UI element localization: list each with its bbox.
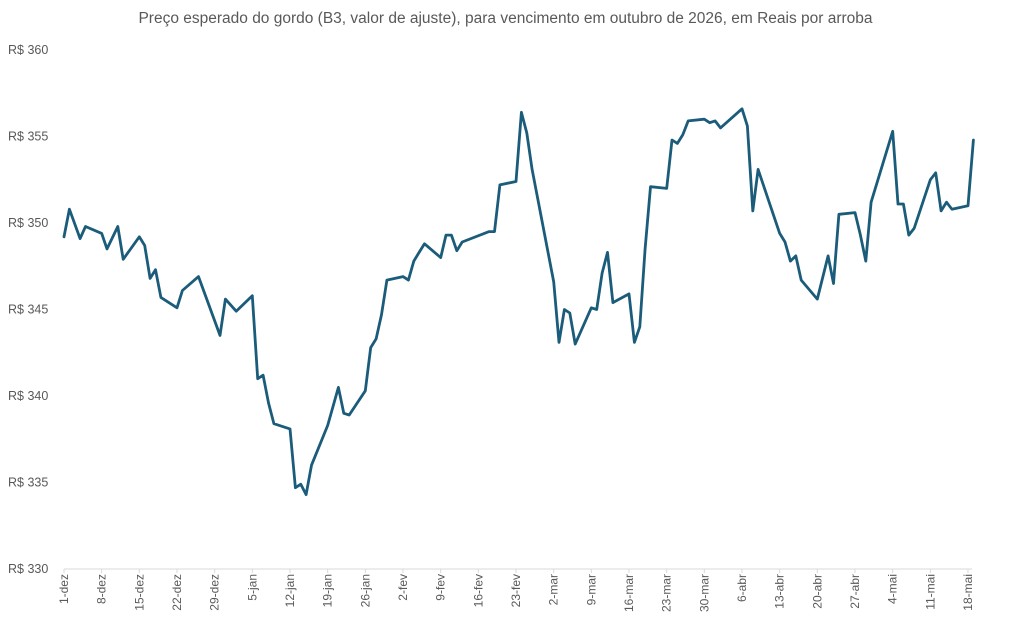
- x-tick-label: 20-abr: [810, 574, 824, 609]
- x-tick-label: 29-dez: [208, 574, 222, 611]
- x-tick-label: 30-mar: [697, 574, 711, 612]
- x-tick-label: 13-abr: [773, 574, 787, 609]
- x-tick-label: 9-mar: [584, 574, 598, 605]
- x-tick-label: 16-mar: [622, 574, 636, 612]
- y-tick-label: R$ 350: [8, 216, 48, 230]
- x-tick-label: 1-dez: [57, 574, 71, 604]
- y-tick-label: R$ 335: [8, 476, 48, 490]
- x-tick-label: 15-dez: [132, 574, 146, 611]
- series-line: [62, 107, 975, 497]
- x-tick-label: 16-fev: [471, 574, 485, 607]
- x-tick-label: 4-mai: [886, 574, 900, 604]
- y-tick-label: R$ 340: [8, 389, 48, 403]
- y-tick-label: R$ 345: [8, 303, 48, 317]
- x-tick-label: 26-jan: [358, 574, 372, 607]
- x-tick-label: 5-jan: [245, 574, 259, 601]
- x-tick-label: 18-mai: [961, 574, 975, 611]
- x-tick-label: 12-jan: [283, 574, 297, 607]
- x-tick-label: 6-abr: [735, 574, 749, 602]
- chart-title: Preço esperado do gordo (B3, valor de aj…: [138, 10, 873, 27]
- x-tick-label: 23-fev: [509, 574, 523, 607]
- y-tick-label: R$ 360: [8, 43, 48, 57]
- x-tick-label: 9-fev: [434, 574, 448, 601]
- x-tick-label: 27-abr: [848, 574, 862, 609]
- x-tick-label: 22-dez: [170, 574, 184, 611]
- x-tick-label: 11-mai: [923, 574, 937, 610]
- x-tick-label: 2-fev: [396, 574, 410, 601]
- x-tick-label: 19-jan: [321, 574, 335, 607]
- y-tick-label: R$ 330: [8, 562, 48, 576]
- x-tick-label: 2-mar: [547, 574, 561, 605]
- y-tick-label: R$ 355: [8, 130, 48, 144]
- x-tick-label: 8-dez: [95, 574, 109, 604]
- x-tick-label: 23-mar: [660, 574, 674, 612]
